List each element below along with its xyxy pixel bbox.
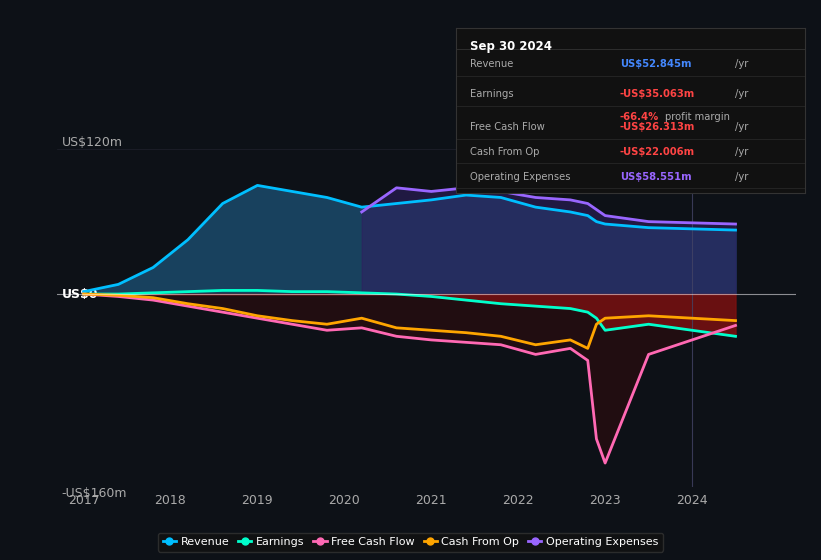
Text: Sep 30 2024: Sep 30 2024	[470, 40, 552, 53]
Text: US$52.845m: US$52.845m	[620, 59, 691, 69]
Text: -US$35.063m: -US$35.063m	[620, 89, 695, 99]
Text: US$58.551m: US$58.551m	[620, 172, 691, 181]
Text: US$120m: US$120m	[62, 136, 123, 149]
Text: -66.4%: -66.4%	[620, 112, 659, 122]
Text: /yr: /yr	[735, 89, 748, 99]
Text: Cash From Op: Cash From Op	[470, 147, 539, 157]
Text: /yr: /yr	[735, 172, 748, 181]
Text: -US$26.313m: -US$26.313m	[620, 122, 695, 132]
Text: US$0: US$0	[62, 287, 99, 301]
Text: Operating Expenses: Operating Expenses	[470, 172, 570, 181]
Text: Revenue: Revenue	[470, 59, 513, 69]
Text: /yr: /yr	[735, 147, 748, 157]
Text: -US$160m: -US$160m	[62, 487, 127, 500]
Legend: Revenue, Earnings, Free Cash Flow, Cash From Op, Operating Expenses: Revenue, Earnings, Free Cash Flow, Cash …	[158, 533, 663, 552]
Text: /yr: /yr	[735, 122, 748, 132]
Text: Free Cash Flow: Free Cash Flow	[470, 122, 544, 132]
Text: profit margin: profit margin	[665, 112, 730, 122]
Text: Earnings: Earnings	[470, 89, 513, 99]
Text: /yr: /yr	[735, 59, 748, 69]
Text: -US$22.006m: -US$22.006m	[620, 147, 695, 157]
